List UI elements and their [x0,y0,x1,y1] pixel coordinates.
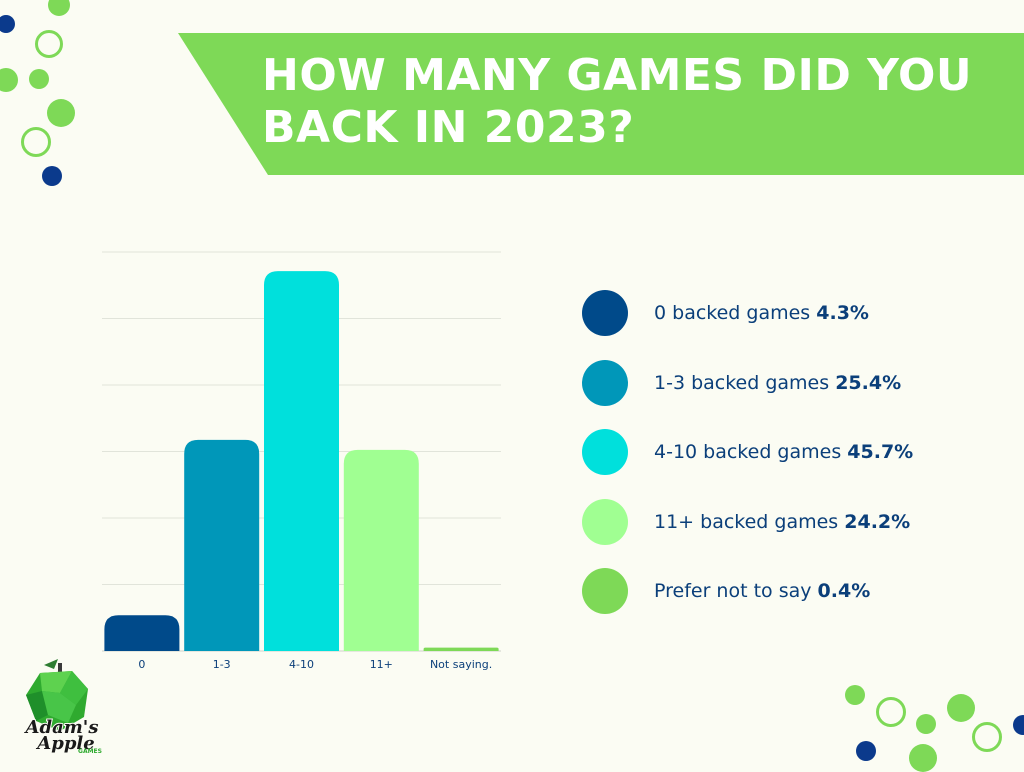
title-banner [178,33,1024,175]
decor-dot [0,15,15,33]
legend-item: Prefer not to say 0.4% [582,568,913,614]
bar-4-10 [264,271,339,651]
legend-color-dot [582,290,628,336]
decor-dot [42,166,62,186]
decor-dot [0,68,18,92]
legend-label: Prefer not to say 0.4% [654,580,871,602]
decor-ring [972,722,1002,752]
bar-1-3 [184,439,260,651]
logo-text-games: GAMES [78,748,102,755]
decor-ring [876,697,906,727]
legend-label: 4-10 backed games 45.7% [654,441,914,463]
legend-label: 11+ backed games 24.2% [654,510,911,533]
legend-color-dot [582,429,628,475]
decor-dot [916,714,936,734]
legend-label: 0 backed games 4.3% [654,302,869,324]
x-tick-label: 0 [138,658,145,671]
bar-0 [104,615,180,651]
decor-ring [21,127,51,157]
bar-not-saying [423,647,499,651]
title-line-1: HOW MANY GAMES DID YOU [262,50,973,101]
decor-dot [909,744,937,772]
legend-item: 11+ backed games 24.2% [582,498,913,545]
adams-apple-logo: Adam's Apple GAMES [23,659,102,755]
x-tick-label: 4-10 [289,658,314,671]
legend-color-dot [582,498,628,545]
bar-11 [343,449,419,651]
x-tick-label: 11+ [370,658,393,671]
decor-dot [856,741,876,761]
x-tick-label: 1-3 [213,658,231,671]
chart-legend: 0 backed games 4.3% 1-3 backed games 25.… [582,290,913,638]
decor-dot [48,0,70,16]
legend-item: 1-3 backed games 25.4% [582,359,913,406]
decor-dot [947,694,975,722]
legend-label: 1-3 backed games 25.4% [654,371,902,394]
title-line-2: BACK IN 2023? [262,102,635,153]
legend-percent: 24.2% [844,510,911,533]
legend-percent: 45.7% [847,441,914,463]
legend-item: 0 backed games 4.3% [582,290,913,336]
decor-dot [29,69,49,89]
page-title: HOW MANY GAMES DID YOU BACK IN 2023? [262,50,1022,154]
decor-dot [47,99,75,127]
legend-percent: 4.3% [816,302,869,324]
x-tick-label: Not saying. [430,658,492,671]
logo-text-adams: Adam's [24,717,99,738]
stem-icon [58,663,62,673]
legend-item: 4-10 backed games 45.7% [582,429,913,475]
decor-ring [35,30,63,58]
legend-percent: 0.4% [817,580,871,602]
legend-percent: 25.4% [835,371,902,394]
decor-dot [845,685,865,705]
legend-color-dot [582,568,628,614]
legend-color-dot [582,359,628,406]
logo-text-apple: Apple [35,733,94,754]
decor-dot [1013,715,1024,735]
leaf-icon [44,659,58,669]
